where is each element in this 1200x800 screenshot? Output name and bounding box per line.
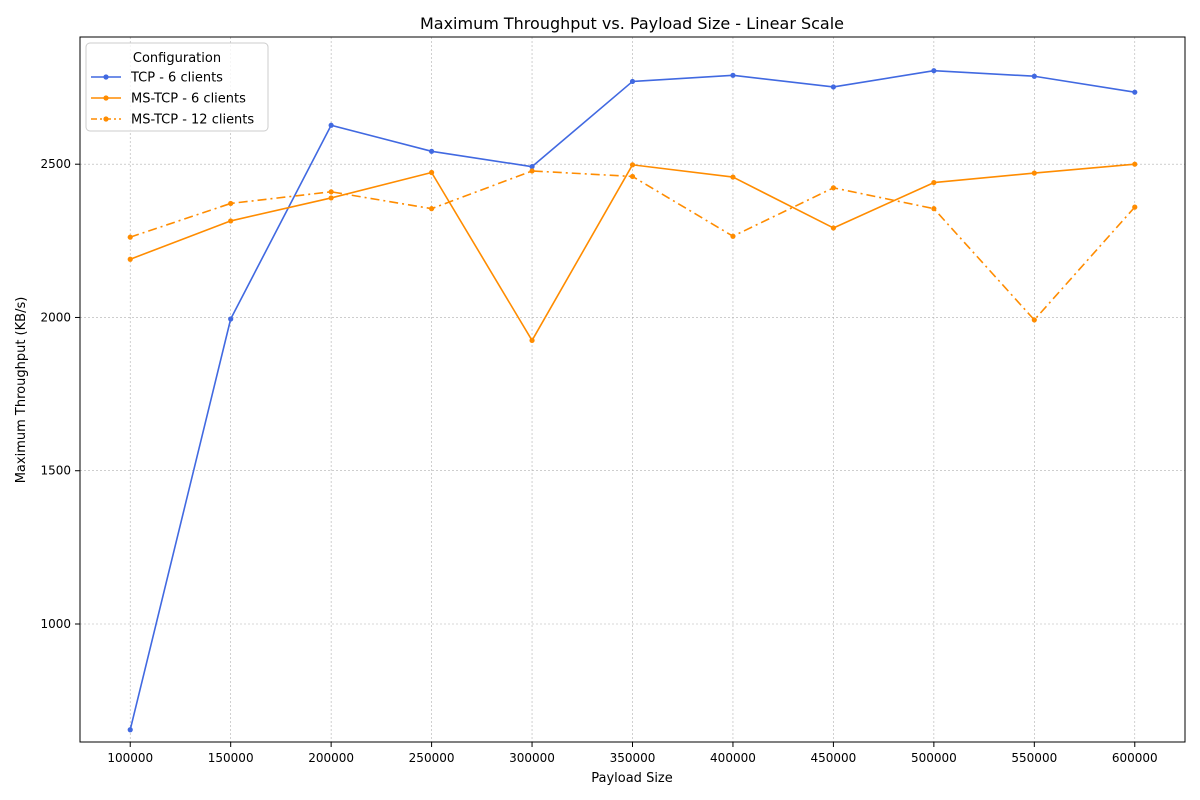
data-point — [1031, 73, 1037, 79]
x-tick-label: 250000 — [409, 751, 455, 765]
legend-entry: MS-TCP - 6 clients — [91, 92, 246, 107]
legend-title: Configuration — [133, 51, 221, 66]
data-point — [529, 164, 535, 170]
x-tick-label: 550000 — [1011, 751, 1057, 765]
series-lines — [127, 68, 1138, 733]
data-point — [730, 174, 736, 180]
x-tick-label: 300000 — [509, 751, 555, 765]
y-tick-label: 2500 — [40, 157, 71, 171]
legend-entry: TCP - 6 clients — [91, 71, 223, 86]
legend-marker — [103, 74, 109, 80]
data-point — [228, 200, 234, 207]
x-axis-label: Payload Size — [591, 771, 673, 786]
data-point — [328, 122, 334, 128]
legend-entry: MS-TCP - 12 clients — [91, 113, 254, 128]
data-point — [529, 168, 535, 174]
data-point — [127, 727, 133, 733]
legend-box — [85, 42, 269, 132]
x-tick-label: 350000 — [610, 751, 656, 765]
data-point — [428, 169, 435, 176]
data-point — [830, 185, 837, 191]
data-point — [228, 316, 234, 322]
legend-marker — [103, 116, 109, 122]
x-tick-label: 500000 — [911, 751, 957, 765]
data-point — [529, 337, 535, 344]
legend-label: MS-TCP - 6 clients — [131, 92, 246, 107]
x-axis-ticks: 100000 150000 200000 250000 300000 350000 4000… — [107, 742, 1158, 765]
x-tick-label: 400000 — [710, 751, 756, 765]
data-point — [629, 78, 636, 85]
legend-label: TCP - 6 clients — [130, 71, 223, 86]
data-point — [1132, 204, 1138, 210]
y-tick-label: 1500 — [40, 464, 71, 478]
data-point — [1132, 89, 1138, 95]
x-tick-label: 600000 — [1112, 751, 1158, 765]
data-point — [328, 195, 334, 201]
y-tick-label: 1000 — [40, 617, 71, 631]
data-point — [730, 233, 736, 239]
data-point — [328, 189, 334, 195]
x-tick-label: 150000 — [208, 751, 254, 765]
data-point — [931, 179, 937, 186]
y-axis-label: Maximum Throughput (KB/s) — [14, 297, 29, 484]
legend-entries: TCP - 6 clients MS-TCP - 6 clients MS-TCP … — [91, 71, 254, 128]
x-tick-label: 200000 — [308, 751, 354, 765]
x-tick-label: 450000 — [811, 751, 857, 765]
data-point — [830, 225, 837, 231]
legend-marker — [103, 95, 109, 101]
legend-label: MS-TCP - 12 clients — [131, 113, 254, 128]
data-point — [931, 206, 937, 212]
data-point — [228, 218, 234, 224]
data-point — [428, 206, 435, 212]
series-3 — [127, 168, 1138, 323]
series-1 — [127, 68, 1138, 733]
data-point — [931, 68, 937, 74]
data-point — [1132, 161, 1138, 167]
y-axis-ticks: 1000 1500 2000 2500 — [40, 157, 80, 631]
data-point — [830, 84, 837, 90]
data-point — [629, 162, 636, 168]
data-point — [127, 256, 133, 262]
series-2 — [127, 161, 1138, 344]
x-tick-label: 100000 — [107, 751, 153, 765]
y-tick-label: 2000 — [40, 310, 71, 324]
chart-title: Maximum Throughput vs. Payload Size - Li… — [420, 14, 844, 33]
data-point — [1031, 317, 1037, 323]
legend: Configuration TCP - 6 clients MS-TCP - 6 … — [85, 42, 269, 132]
data-point — [428, 148, 435, 154]
data-point — [629, 173, 636, 180]
data-point — [730, 72, 736, 78]
data-point — [1031, 170, 1037, 176]
data-point — [127, 234, 133, 240]
